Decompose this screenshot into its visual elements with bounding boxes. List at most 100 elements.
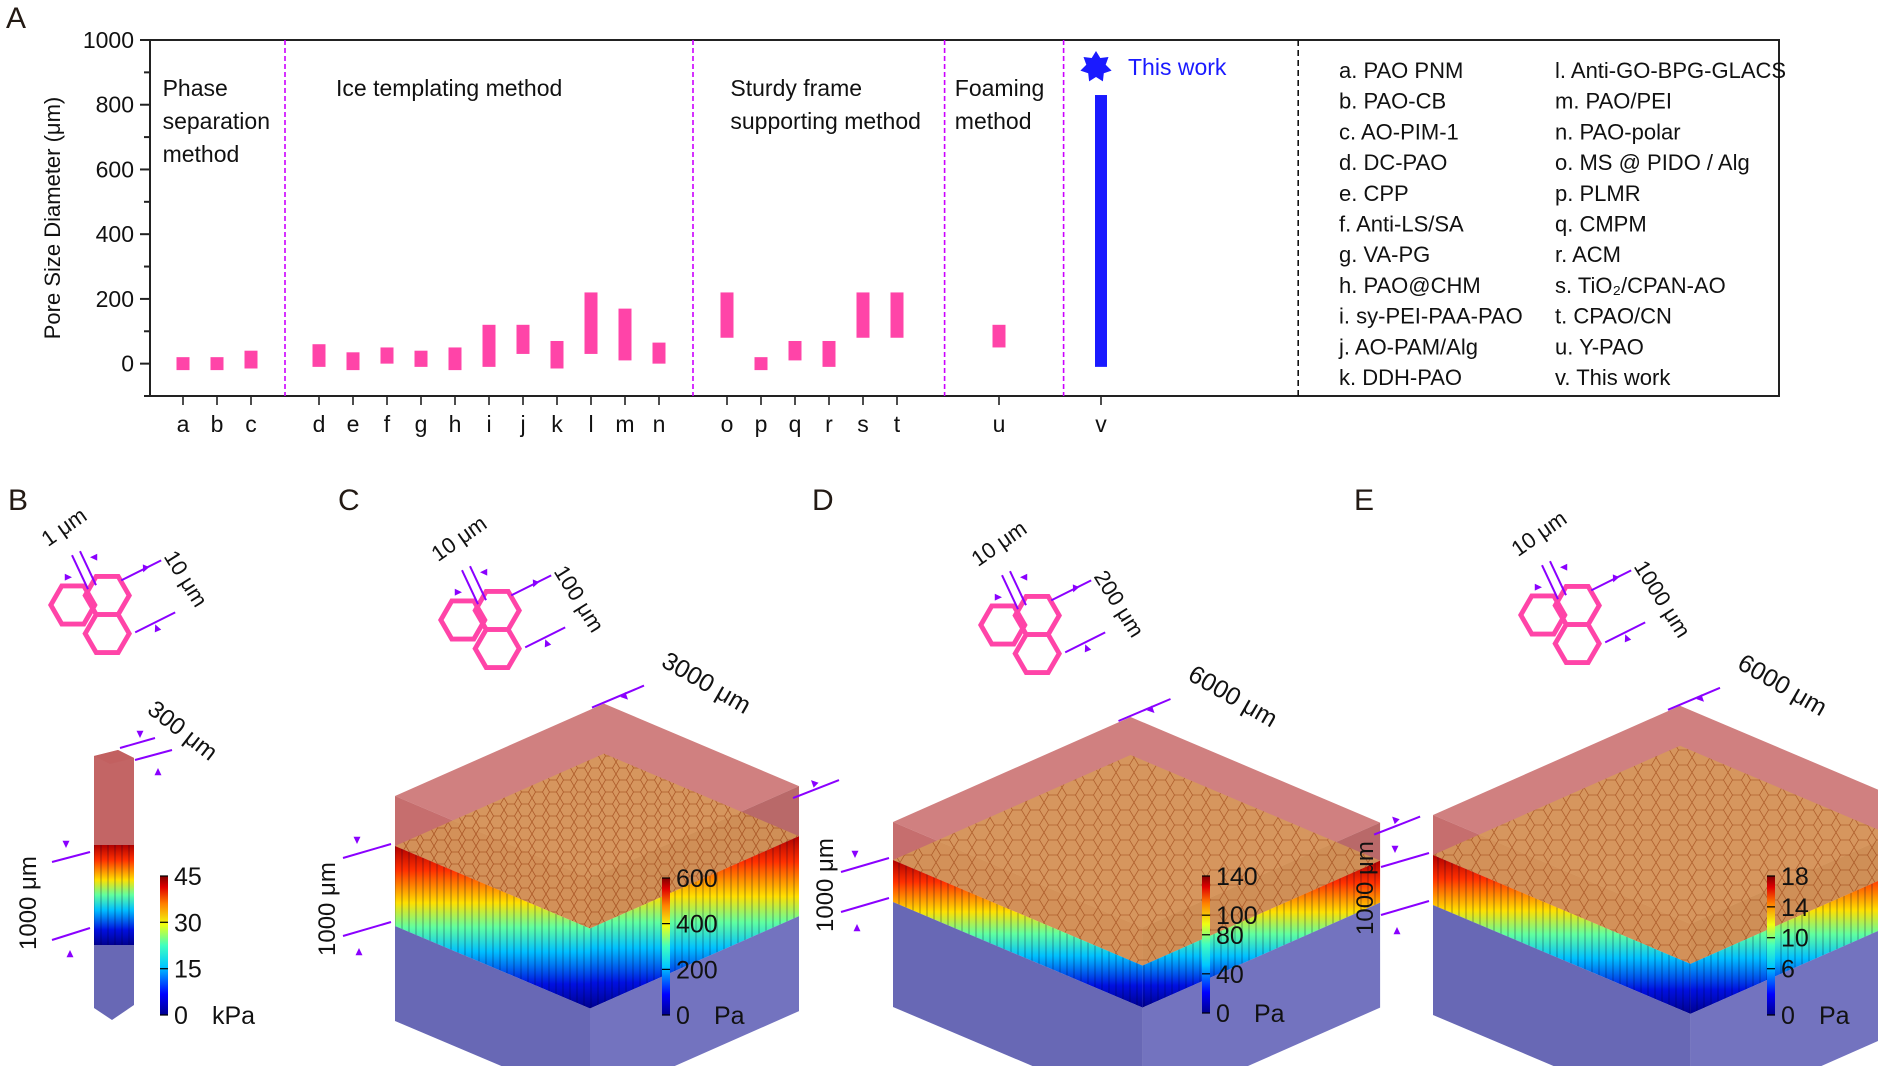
pressure-band-side	[1690, 880, 1878, 1014]
range-bar-i	[482, 324, 496, 367]
legend-entry: u. Y-PAO	[1555, 334, 1644, 359]
arrow-icon	[851, 850, 859, 858]
arrow-icon	[532, 579, 540, 588]
colorbar-gradient	[160, 876, 168, 1015]
star-icon	[1080, 51, 1112, 82]
arrow-icon	[994, 593, 1002, 601]
x-tick-label: e	[347, 411, 360, 437]
bottom-block-front	[1433, 905, 1691, 1066]
width-label: 3000 μm	[657, 647, 756, 720]
x-tick-label: p	[755, 411, 768, 437]
colorbar-tick-label: 80	[1216, 922, 1244, 950]
colorbar-unit: kPa	[212, 1002, 255, 1030]
dimension-line	[1541, 564, 1559, 600]
y-tick-label: 800	[96, 92, 134, 118]
pressure-band	[94, 845, 134, 945]
honeycomb-pattern	[893, 755, 1381, 966]
colorbar-tick-label: 0	[1216, 1000, 1230, 1028]
arrow-icon	[1624, 634, 1632, 643]
wall-thickness-label: 10 μm	[1507, 505, 1572, 561]
arrow-icon	[1084, 644, 1092, 653]
hexagon-diagram: 1 μm 10 μm	[37, 503, 213, 656]
dimension-line	[524, 626, 566, 649]
wall-thickness-label: 10 μm	[967, 515, 1032, 571]
colorbar-tick-label: 0	[676, 1002, 690, 1030]
group-label: separation	[163, 108, 270, 134]
group-label: method	[163, 141, 240, 167]
dimension-line	[461, 569, 479, 605]
group-label: supporting method	[730, 108, 921, 134]
this-work-marker	[1080, 51, 1112, 82]
pore-size-label: 200 μm	[1089, 566, 1149, 642]
arrow-icon	[811, 780, 819, 788]
top-block-front	[395, 796, 590, 929]
honeycomb-surface	[893, 755, 1381, 966]
pore-channels-front	[893, 860, 1143, 1008]
arrow-icon	[1020, 573, 1028, 581]
top-block-front	[893, 822, 1143, 966]
x-tick-label: g	[415, 411, 428, 437]
colorbar-tick-label: 140	[1216, 863, 1258, 891]
range-bar-b	[210, 357, 224, 371]
arrow-icon	[66, 950, 74, 958]
honeycomb-surface	[395, 753, 799, 929]
dimension-line	[51, 851, 91, 863]
legend-entry: s. TiO₂/CPAN-AO	[1555, 273, 1726, 298]
colorbar-unit: Pa	[1254, 1000, 1285, 1028]
dimension-line	[469, 565, 487, 601]
dimension-line	[120, 559, 162, 582]
hexagon-cell	[1012, 593, 1062, 637]
block-model-c: 3000 μm 1000 μm	[314, 647, 840, 1066]
legend-entry: l. Anti-GO-BPG-GLACS	[1555, 58, 1786, 83]
dimension-line	[840, 857, 890, 873]
range-bar-m	[618, 308, 632, 361]
hexagon-cell	[82, 573, 132, 617]
legend-entry: h. PAO@CHM	[1339, 273, 1481, 298]
range-bar-d	[312, 344, 326, 367]
pressure-band-side	[1142, 860, 1381, 1008]
panel-label-a: A	[6, 2, 27, 35]
bottom-block-front	[893, 902, 1143, 1066]
colorbar-gradient	[1767, 876, 1775, 1015]
y-tick-label: 400	[96, 221, 134, 247]
hexagon-cell	[438, 598, 488, 642]
legend-entry: c. AO-PIM-1	[1339, 119, 1459, 144]
pore-size-label: 100 μm	[549, 561, 609, 637]
range-bar-a	[176, 357, 190, 371]
legend-entry: k. DDH-PAO	[1339, 365, 1462, 390]
arrow-icon	[620, 692, 628, 700]
arrow-icon	[544, 639, 552, 648]
colorbar-tick-label: 600	[676, 865, 718, 893]
legend-entry: d. DC-PAO	[1339, 150, 1447, 175]
legend-entry: t. CPAO/CN	[1555, 304, 1672, 329]
dimension-line	[342, 843, 392, 859]
dimension-line	[1380, 852, 1430, 868]
arrow-icon	[1393, 927, 1401, 935]
legend-entry: m. PAO/PEI	[1555, 89, 1672, 114]
pressure-band-front	[395, 846, 590, 1009]
arrow-icon	[64, 573, 72, 581]
top-block	[94, 750, 134, 848]
colorbar-unit: Pa	[1819, 1002, 1850, 1030]
block-model-d: 6000 μm 1000 μm	[812, 660, 1421, 1066]
x-tick-label: i	[486, 411, 491, 437]
hexagon-cell	[1518, 593, 1568, 637]
arrow-icon	[1696, 694, 1704, 702]
dimension-line	[792, 779, 840, 800]
range-bar-q	[788, 340, 802, 361]
arrow-icon	[62, 840, 70, 848]
colorbar-tick-label: 15	[174, 956, 202, 984]
range-bar-t	[890, 292, 904, 338]
x-tick-label: k	[551, 411, 563, 437]
panel-label-e: E	[1354, 484, 1375, 517]
x-tick-label: j	[519, 411, 525, 437]
colorbar-gradient	[1202, 876, 1210, 1013]
legend-entry: r. ACM	[1555, 242, 1621, 267]
arrow-icon	[90, 553, 98, 561]
top-face	[893, 717, 1381, 928]
colorbar-tick-label: 10	[1781, 925, 1809, 953]
x-tick-label: l	[588, 411, 593, 437]
arrow-icon	[1391, 845, 1399, 853]
legend-entry: v. This work	[1555, 365, 1671, 390]
colorbar-tick-label: 6	[1781, 956, 1795, 984]
